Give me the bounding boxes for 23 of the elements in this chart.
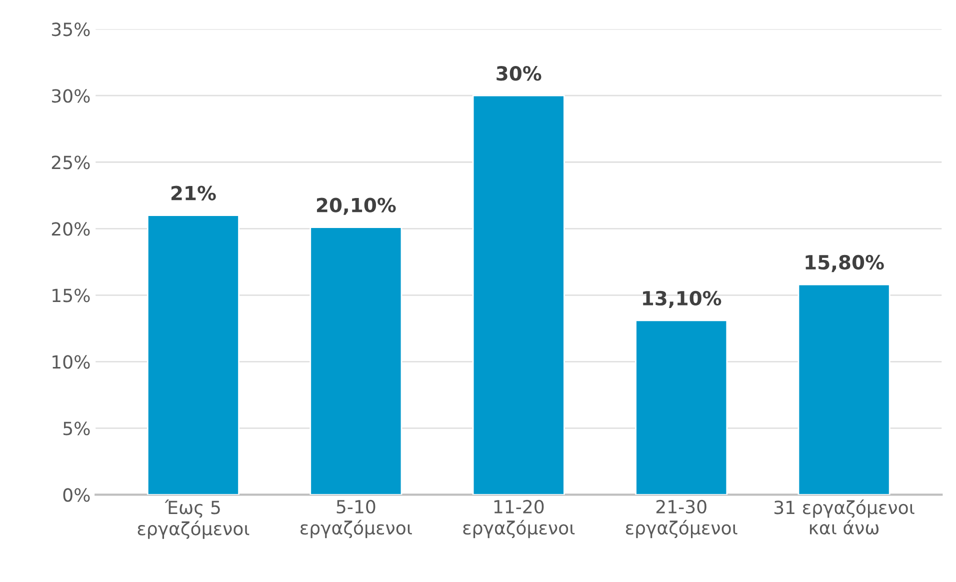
y-tick-label: 0% [63,488,90,502]
x-tick-label: 31 εργαζόμενοι και άνω [774,500,914,535]
data-label: 13,10% [643,290,722,308]
bar [798,284,890,495]
data-label: 21% [171,186,216,200]
x-tick-label: 11-20 εργαζόμενοι [463,500,575,538]
bar [635,320,728,495]
y-tick-label: 10% [52,355,90,369]
y-tick-label: 20% [52,222,90,236]
y-tick-label: 30% [52,89,90,103]
bar [146,214,240,495]
bar [472,94,565,495]
data-label: 15,80% [806,254,884,272]
x-tick-label: 21-30 εργαζόμενοι [626,500,738,538]
y-tick-label: 35% [52,22,90,36]
y-tick-label: 15% [52,288,90,302]
y-tick-label: 5% [63,422,90,436]
bar [310,226,402,495]
x-tick-label: Έως 5 εργαζόμενοι [138,500,250,539]
data-label: 30% [496,66,542,81]
data-label: 20,10% [316,198,396,215]
y-tick-label: 25% [52,156,90,170]
x-tick-label: 5-10 εργαζόμενοι [300,500,412,538]
